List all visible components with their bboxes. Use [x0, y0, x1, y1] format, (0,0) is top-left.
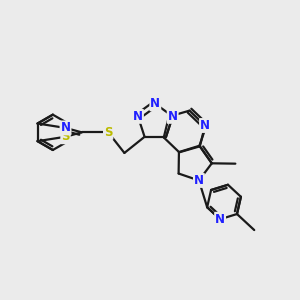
- Text: N: N: [61, 122, 70, 134]
- Text: N: N: [200, 119, 210, 132]
- Text: N: N: [194, 174, 204, 187]
- Text: N: N: [133, 110, 143, 123]
- Text: N: N: [168, 110, 178, 123]
- Text: N: N: [150, 97, 160, 110]
- Text: N: N: [215, 213, 225, 226]
- Text: S: S: [104, 126, 112, 139]
- Text: S: S: [61, 130, 70, 143]
